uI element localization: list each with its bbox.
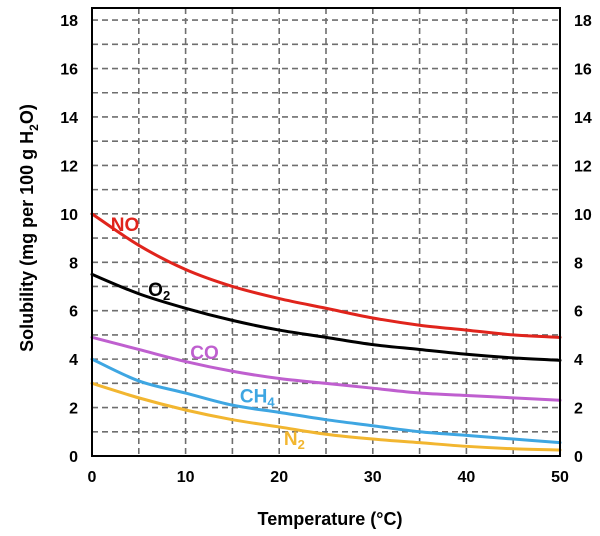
x-tick-label: 10 bbox=[177, 469, 195, 486]
y-tick-label-left: 14 bbox=[60, 110, 78, 127]
y-tick-label-right: 18 bbox=[574, 13, 592, 30]
x-tick-label: 0 bbox=[88, 469, 97, 486]
y-tick-label-left: 16 bbox=[60, 62, 78, 79]
series-label-co: CO bbox=[190, 343, 219, 364]
y-tick-label-right: 10 bbox=[574, 207, 592, 224]
series-label-n2: N2 bbox=[284, 429, 305, 452]
series-label-main: CH bbox=[240, 387, 267, 408]
x-tick-label: 50 bbox=[551, 469, 569, 486]
y-tick-label-right: 4 bbox=[574, 352, 583, 369]
y-tick-label-left: 6 bbox=[69, 304, 78, 321]
y-tick-label-left: 8 bbox=[69, 255, 78, 272]
y-tick-label-right: 12 bbox=[574, 158, 592, 175]
series-line-o2 bbox=[90, 272, 562, 362]
y-axis-title: Solubility (mg per 100 g H2O) bbox=[17, 104, 41, 352]
y-axis-title-prefix: Solubility (mg per 100 g H bbox=[17, 131, 37, 352]
y-tick-label-right: 16 bbox=[574, 62, 592, 79]
series-lines bbox=[90, 212, 562, 452]
y-tick-label-right: 6 bbox=[574, 304, 583, 321]
series-label-main: CO bbox=[190, 343, 219, 364]
series-line-ch4 bbox=[90, 357, 562, 445]
x-tick-label: 40 bbox=[458, 469, 476, 486]
x-axis-title: Temperature (°C) bbox=[258, 509, 403, 529]
series-line-n2 bbox=[90, 381, 562, 452]
y-tick-label-left: 18 bbox=[60, 13, 78, 30]
series-label-main: O bbox=[148, 280, 163, 301]
series-label-o2: O2 bbox=[148, 280, 170, 303]
series-label-main: NO bbox=[111, 215, 140, 236]
y-axis-title-subscript: 2 bbox=[27, 124, 41, 131]
series-label-subscript: 2 bbox=[163, 288, 170, 303]
series-label-subscript: 4 bbox=[267, 395, 275, 410]
series-label-subscript: 2 bbox=[298, 437, 305, 452]
x-tick-label: 20 bbox=[270, 469, 288, 486]
y-tick-label-right: 2 bbox=[574, 401, 583, 418]
series-line-no bbox=[90, 212, 562, 339]
y-tick-label-left: 2 bbox=[69, 401, 78, 418]
y-tick-label-left: 10 bbox=[60, 207, 78, 224]
y-tick-label-left: 4 bbox=[69, 352, 78, 369]
plot-frame bbox=[91, 7, 561, 457]
y-tick-label-left: 0 bbox=[69, 449, 78, 466]
series-label-no: NO bbox=[111, 215, 140, 236]
y-axis-title-suffix: O) bbox=[17, 104, 37, 124]
y-tick-label-right: 14 bbox=[574, 110, 592, 127]
series-line-co bbox=[90, 335, 562, 402]
x-tick-label: 30 bbox=[364, 469, 382, 486]
y-tick-label-left: 12 bbox=[60, 158, 78, 175]
y-tick-label-right: 0 bbox=[574, 449, 583, 466]
series-label-main: N bbox=[284, 429, 298, 450]
y-tick-label-right: 8 bbox=[574, 255, 583, 272]
series-label-ch4: CH4 bbox=[240, 387, 275, 410]
